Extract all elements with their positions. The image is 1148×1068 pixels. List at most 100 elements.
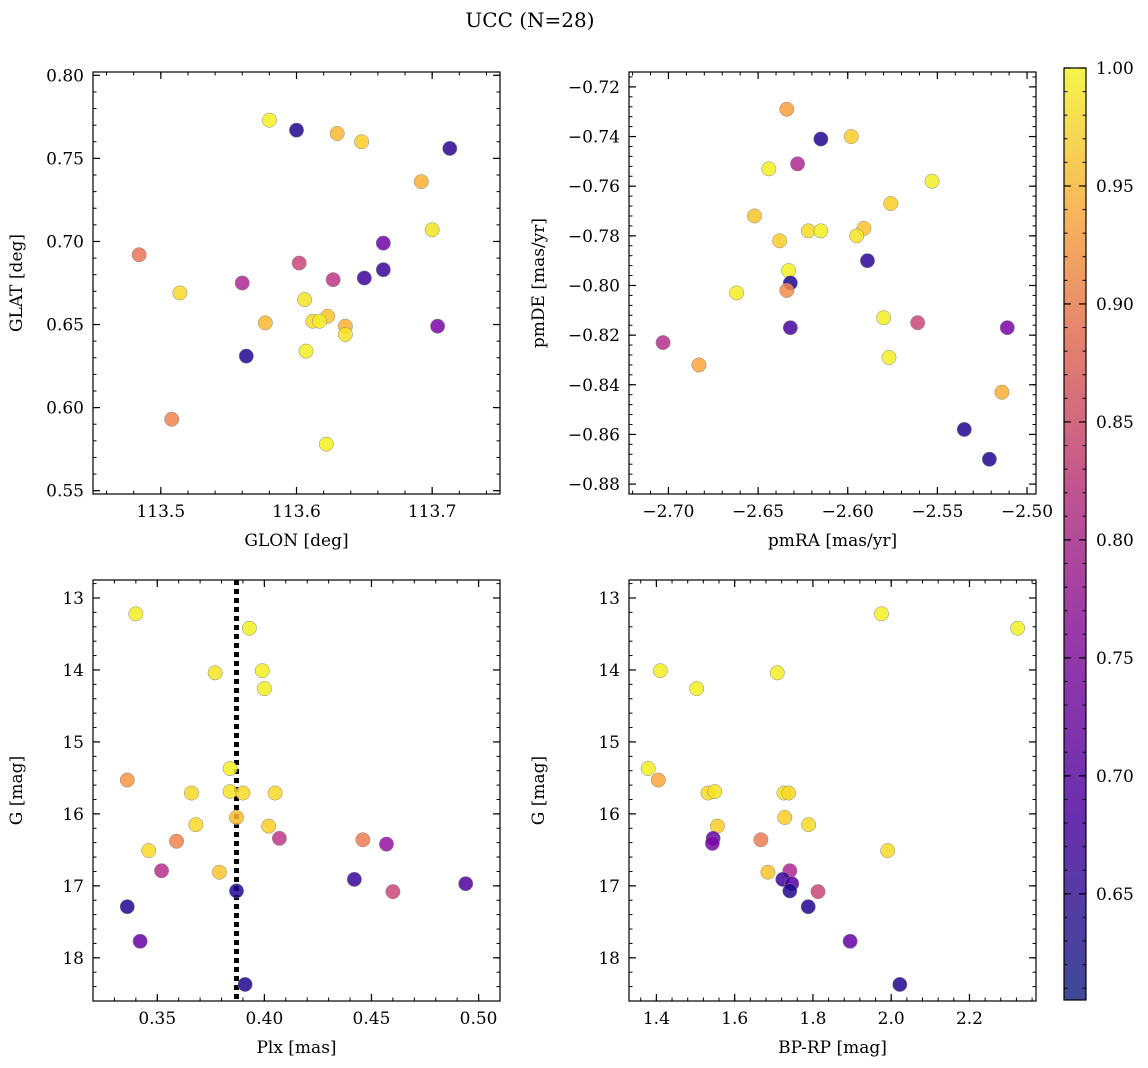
scatter-point: [999, 320, 1015, 336]
scatter-point: [222, 784, 238, 800]
scatter-point: [691, 357, 707, 373]
scatter-point: [801, 817, 817, 833]
scatter-point: [172, 285, 188, 301]
plot-frame: [628, 71, 1037, 495]
scatter-point: [761, 161, 777, 177]
scatter-point: [207, 665, 223, 681]
scatter-point: [141, 843, 157, 859]
scatter-point: [237, 976, 253, 992]
scatter-point: [184, 785, 199, 801]
scatter-point: [128, 606, 144, 622]
scatter-point: [883, 196, 899, 212]
y-axis-label: G [mag]: [529, 756, 549, 825]
y-tick-label: −0.88: [568, 475, 620, 495]
y-axis-label: G [mag]: [7, 756, 27, 825]
y-tick-label: 14: [598, 661, 620, 681]
scatter-point: [650, 772, 666, 788]
scatter-point: [781, 785, 797, 801]
scatter-point: [413, 174, 429, 190]
y-tick-label: 17: [598, 877, 620, 897]
colorbar-tick-label: 0.95: [1096, 177, 1134, 197]
scatter-point: [458, 876, 474, 892]
y-axis-label: GLAT [deg]: [7, 234, 27, 332]
colorbar-tick-label: 0.65: [1096, 885, 1134, 905]
y-tick-label: 16: [62, 805, 84, 825]
scatter-point: [325, 272, 341, 288]
scatter-point: [843, 129, 859, 144]
scatter-point: [779, 282, 795, 298]
scatter-point: [849, 228, 865, 244]
scatter-point: [312, 313, 328, 329]
y-tick-label: 15: [62, 733, 84, 753]
scatter-point: [860, 253, 875, 269]
y-tick-label: 15: [598, 733, 620, 753]
figure-title: UCC (N=28): [465, 8, 594, 32]
scatter-point: [753, 832, 769, 848]
scatter-point: [188, 817, 204, 833]
scatter-point: [772, 233, 788, 249]
colorbar-tick-label: 0.85: [1096, 413, 1134, 433]
x-tick-label: −2.60: [822, 502, 874, 522]
scatter-point: [876, 310, 892, 326]
scatter-point: [707, 784, 723, 800]
y-tick-label: −0.80: [568, 276, 620, 296]
scatter-point: [346, 871, 362, 887]
scatter-point: [924, 173, 940, 189]
scatter-point: [234, 275, 250, 291]
panel-pmra-pmde: −2.70 −2.65 −2.60 −2.55 −2.50 −0.88 −0.86 −0.84…: [529, 71, 1053, 551]
scatter-point: [790, 156, 805, 172]
colorbar: 0.65 0.70 0.75 0.80 0.85 0.90 0.95 1.00: [1063, 59, 1134, 1001]
y-tick-label: −0.78: [568, 227, 620, 247]
scatter-point: [379, 836, 394, 852]
scatter-point: [164, 411, 180, 427]
y-tick-label: 0.55: [46, 482, 84, 502]
scatter-point: [241, 620, 257, 636]
scatter-point: [211, 864, 227, 880]
plot-frame: [92, 579, 501, 1002]
y-tick-label: 18: [598, 949, 620, 969]
scatter-point: [229, 810, 244, 825]
scatter-point: [873, 606, 889, 622]
scatter-point: [769, 665, 785, 681]
scatter-point: [655, 335, 671, 351]
scatter-point: [375, 235, 391, 251]
x-axis-label: GLON [deg]: [244, 531, 348, 551]
colorbar-tick-label: 0.75: [1096, 649, 1134, 669]
x-tick-label: 2.0: [878, 1009, 905, 1029]
y-tick-label: 13: [598, 589, 620, 609]
scatter-point: [256, 681, 272, 697]
x-tick-label: 0.45: [353, 1009, 391, 1029]
scatter-point: [640, 761, 656, 777]
scatter-point: [892, 976, 908, 992]
scatter-point: [729, 285, 745, 301]
scatter-point: [777, 810, 793, 825]
x-axis-label: BP-RP [mag]: [778, 1038, 887, 1058]
y-tick-label: 17: [62, 877, 84, 897]
panel-glon-glat: 113.5 113.6 113.7 0.55 0.60 0.65 0.70 0.75 0.80 G…: [7, 66, 501, 551]
scatter-point: [254, 663, 270, 679]
scatter-point: [238, 348, 254, 364]
scatter-point: [297, 292, 313, 308]
scatter-point: [375, 262, 391, 278]
scatter-point: [704, 835, 720, 851]
scatter-point: [154, 863, 169, 879]
scatter-point: [131, 247, 147, 263]
colorbar-tick-label: 1.00: [1096, 59, 1134, 79]
x-tick-label: −2.70: [642, 502, 694, 522]
scatter-point: [747, 208, 762, 224]
scatter-point: [222, 761, 238, 777]
scatter-point: [329, 126, 345, 141]
scatter-point: [119, 772, 135, 788]
x-tick-label: 0.35: [138, 1009, 176, 1029]
scatter-point: [430, 318, 446, 334]
x-tick-label: 113.5: [136, 502, 185, 522]
y-tick-label: −0.84: [568, 376, 620, 396]
scatter-point: [355, 832, 371, 848]
y-tick-label: 0.65: [46, 316, 84, 336]
scatter-point: [880, 843, 896, 859]
x-tick-label: −2.65: [732, 502, 784, 522]
scatter-point: [910, 315, 926, 331]
scatter-point: [119, 899, 135, 915]
scatter-point: [810, 884, 826, 900]
panel-bprp-g: 1.4 1.6 1.8 2.0 2.2 13 14 15 16 17 18 BP-RP [mag] G …: [529, 579, 1037, 1058]
